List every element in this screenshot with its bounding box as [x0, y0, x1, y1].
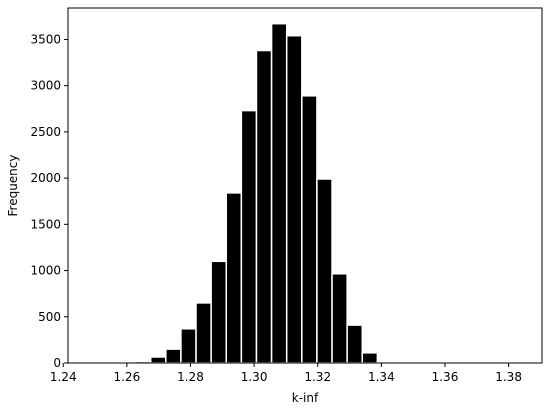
- x-tick-label: 1.26: [113, 370, 140, 384]
- x-tick-label: 1.36: [432, 370, 459, 384]
- histogram-bar-4: [149, 356, 167, 364]
- histogram-bar-14: [301, 95, 318, 364]
- histogram-bar-11: [255, 49, 273, 364]
- y-tick-label: 3500: [30, 32, 61, 46]
- histogram-bar-7: [195, 302, 212, 364]
- histogram-bar-12: [270, 22, 288, 364]
- histogram-bar-9: [225, 192, 243, 364]
- y-tick-label: 500: [38, 310, 61, 324]
- x-tick-label: 1.30: [241, 370, 268, 384]
- x-tick-label: 1.24: [50, 370, 77, 384]
- histogram-bar-8: [210, 260, 228, 364]
- x-tick-label: 1.38: [495, 370, 522, 384]
- y-tick-label: 3000: [30, 79, 61, 93]
- x-axis-label: k-inf: [292, 391, 319, 405]
- y-tick-label: 2500: [30, 125, 61, 139]
- histogram-bar-17: [346, 324, 364, 364]
- histogram-bar-10: [240, 109, 258, 364]
- histogram-bar-18: [361, 352, 379, 364]
- histogram-bar-15: [316, 178, 333, 364]
- histogram-bar-16: [331, 273, 348, 364]
- x-tick-label: 1.28: [177, 370, 204, 384]
- plot-frame: [67, 7, 543, 364]
- y-axis: 0 500 1000 1500 2000 2500 3000 3500: [30, 32, 68, 370]
- histogram-bar-6: [180, 328, 197, 364]
- x-tick-label: 1.32: [304, 370, 331, 384]
- y-tick-label: 2000: [30, 171, 61, 185]
- histogram-bar-13: [285, 34, 303, 364]
- x-tick-label: 1.34: [368, 370, 395, 384]
- y-axis-label: Frequency: [6, 155, 20, 217]
- y-tick-label: 0: [53, 356, 61, 370]
- y-tick-label: 1000: [30, 264, 61, 278]
- histogram-bar-5: [165, 348, 182, 364]
- y-tick-label: 1500: [30, 217, 61, 231]
- x-axis: 1.24 1.26 1.28 1.30 1.32 1.34 1.36 1.38: [50, 363, 522, 384]
- histogram-bars: [89, 22, 409, 364]
